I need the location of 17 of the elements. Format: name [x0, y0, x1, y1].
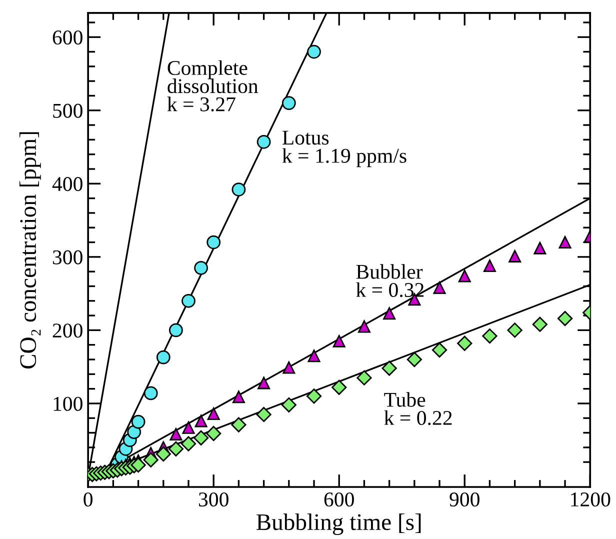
x-axis-title: Bubbling time [s]: [256, 514, 421, 535]
y-tick-label: 200: [52, 324, 82, 338]
x-tick-label: 600: [324, 492, 354, 507]
x-tick-label: 300: [198, 492, 228, 507]
x-tick-label: 1200: [571, 492, 610, 507]
x-tick-label: 0: [84, 492, 92, 507]
y-axis-title: CO₂ concentration [ppm]: [19, 132, 41, 369]
annotation: Tube k = 0.22: [384, 392, 452, 426]
y-tick-label: 100: [54, 396, 82, 411]
y-tick-label: 600: [52, 30, 82, 45]
annotation: Bubbler k = 0.32: [356, 264, 424, 298]
y-tick-label: 400: [52, 177, 82, 192]
annotation: Lotus k = 1.19 ppm/s: [282, 130, 406, 168]
annotation: Complete dissolution k = 3.27: [167, 60, 258, 112]
y-tick-label: 500: [53, 104, 82, 118]
y-tick-label: 300: [52, 250, 82, 264]
x-tick-label: 900: [450, 492, 480, 507]
